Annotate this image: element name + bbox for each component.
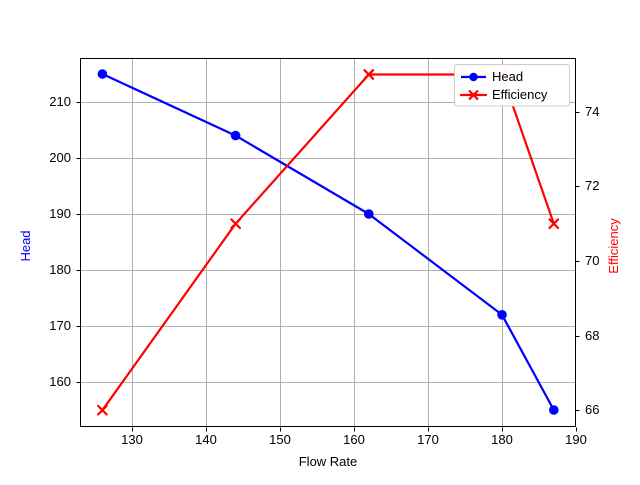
svg-text:150: 150 <box>269 432 291 447</box>
svg-text:190: 190 <box>49 206 71 221</box>
svg-text:170: 170 <box>417 432 439 447</box>
svg-text:160: 160 <box>49 374 71 389</box>
svg-text:170: 170 <box>49 318 71 333</box>
svg-text:72: 72 <box>585 178 599 193</box>
svg-text:130: 130 <box>121 432 143 447</box>
svg-text:Head: Head <box>492 69 523 84</box>
svg-text:210: 210 <box>49 94 71 109</box>
svg-text:70: 70 <box>585 253 599 268</box>
svg-text:66: 66 <box>585 402 599 417</box>
svg-text:Efficiency: Efficiency <box>492 87 548 102</box>
svg-text:74: 74 <box>585 104 599 119</box>
svg-text:Head: Head <box>18 230 33 261</box>
svg-text:Flow Rate: Flow Rate <box>299 454 358 469</box>
svg-text:190: 190 <box>565 432 587 447</box>
svg-text:180: 180 <box>49 262 71 277</box>
svg-text:200: 200 <box>49 150 71 165</box>
svg-text:140: 140 <box>195 432 217 447</box>
svg-text:160: 160 <box>343 432 365 447</box>
svg-text:Efficiency: Efficiency <box>606 218 621 274</box>
svg-text:68: 68 <box>585 328 599 343</box>
svg-text:180: 180 <box>491 432 513 447</box>
